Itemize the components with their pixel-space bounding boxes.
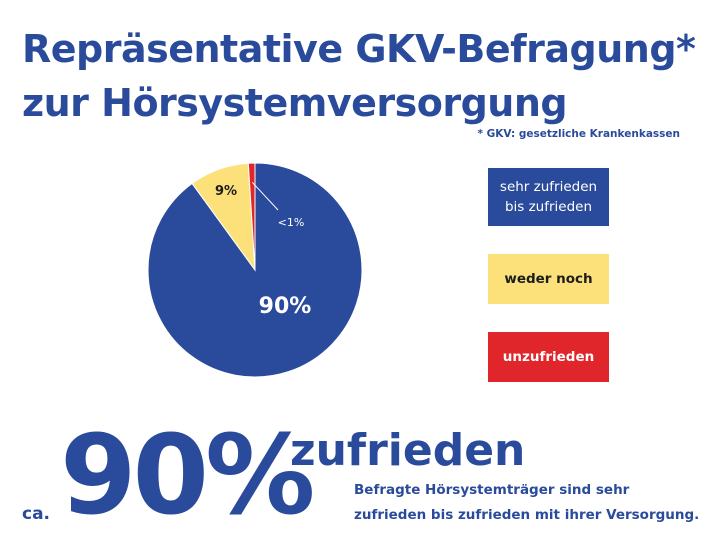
pie-slice-satisfied <box>147 162 363 378</box>
pie-label-satisfied: 90% <box>259 294 312 319</box>
legend-label-satisfied-line-1: sehr zufrieden <box>499 179 598 195</box>
legend-item-satisfied: sehr zufrieden bis zufrieden <box>488 168 609 226</box>
pie-label-dissatisfied: <1% <box>278 216 305 229</box>
legend-label-satisfied-line-2: bis zufrieden <box>504 199 593 215</box>
summary-description-line-2: zufrieden bis zufrieden mit ihrer Versor… <box>354 507 700 523</box>
legend-label-neutral: weder noch <box>504 271 593 287</box>
title-line-1: Repräsentative GKV-Befragung* <box>22 27 696 71</box>
legend-item-neutral: weder noch <box>488 254 609 304</box>
title-line-2: zur Hörsystemversorgung <box>22 81 568 125</box>
headline-percentage: 90% <box>60 411 315 539</box>
page-title: Repräsentative GKV-Befragung* zur Hörsys… <box>22 22 696 130</box>
legend-label-dissatisfied: unzufrieden <box>502 349 595 365</box>
footnote: * GKV: gesetzliche Krankenkassen <box>477 128 680 140</box>
pie-slice-dissatisfied <box>247 162 256 271</box>
pie-label-neutral: 9% <box>215 184 237 199</box>
approx-prefix: ca. <box>22 504 51 524</box>
pie-leader-line <box>251 181 279 211</box>
summary-description: Befragte Hörsystemträger sind sehr zufri… <box>354 478 699 528</box>
pie-chart: 90% 9% <1% <box>147 162 363 378</box>
headline-word: zufrieden <box>290 425 526 476</box>
legend-item-dissatisfied: unzufrieden <box>488 332 609 382</box>
summary-description-line-1: Befragte Hörsystemträger sind sehr <box>354 482 630 498</box>
